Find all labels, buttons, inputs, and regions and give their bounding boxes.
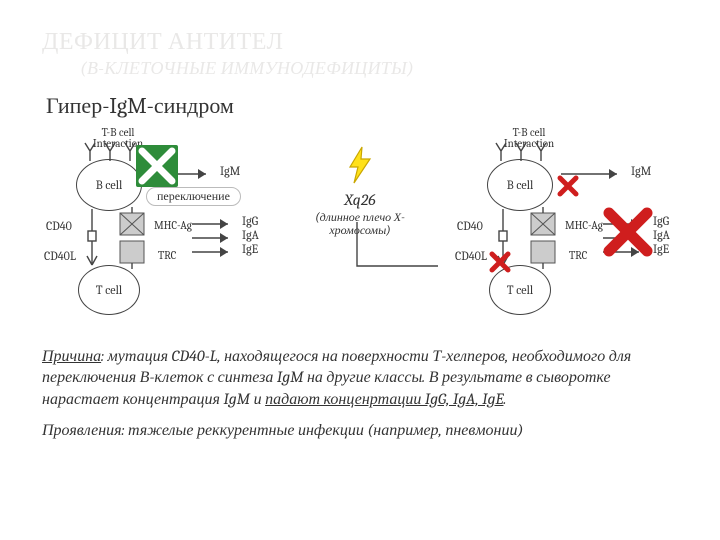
cd40l-label: CD40L bbox=[44, 249, 76, 263]
igm-label: IgM bbox=[220, 164, 240, 178]
mhc-label-r: MHC-Ag bbox=[565, 219, 603, 232]
switch-label: переключение bbox=[146, 187, 241, 206]
cd40-link-icon bbox=[82, 207, 102, 269]
trc-label-r: TRC bbox=[569, 249, 587, 262]
red-x-small-top bbox=[557, 175, 579, 197]
cause-underline: падают конценртации IgG, IgA, IgE bbox=[265, 390, 503, 408]
diagram-panel-normal: T-B cell Interaction B cell T cell bbox=[42, 127, 267, 332]
cause-tail: . bbox=[503, 390, 506, 408]
cd40l-label-r: CD40L bbox=[455, 249, 487, 263]
igg-label: IgG bbox=[242, 214, 258, 228]
tcell-label-r: T cell bbox=[507, 283, 533, 297]
igm-label-r: IgM bbox=[631, 164, 651, 178]
cause-paragraph: Причина: мутация CD40-L, находящегося на… bbox=[42, 346, 678, 411]
cause-label: Причина bbox=[42, 347, 101, 365]
ige-label-r: IgE bbox=[653, 242, 669, 256]
bcell-r: B cell bbox=[487, 159, 553, 211]
tcell: T cell bbox=[78, 265, 140, 315]
diagram-row: T-B cell Interaction B cell T cell bbox=[42, 127, 678, 332]
iga-label: IgA bbox=[242, 228, 259, 242]
manifest-text: : тяжелые реккурентные инфекции (наприме… bbox=[122, 421, 524, 439]
slide-title: ДЕФИЦИТ АНТИТЕЛ bbox=[42, 28, 678, 56]
bcell-receptors-icon-r bbox=[493, 139, 553, 163]
mhc-trc-icon-r bbox=[527, 207, 561, 269]
bcell-label: B cell bbox=[96, 178, 122, 192]
manifest-label: Проявления bbox=[42, 421, 122, 439]
center-column: Xq26 (длинное плечо Х-хромосомы) bbox=[290, 127, 430, 239]
section-heading: Гипер-IgM-синдром bbox=[46, 93, 678, 119]
bcell-receptors-icon bbox=[82, 139, 142, 163]
green-x-icon bbox=[134, 143, 180, 189]
ige-label: IgE bbox=[242, 242, 258, 256]
slide-subtitle: (В-КЛЕТОЧНЫЕ ИММУНОДЕФИЦИТЫ) bbox=[80, 58, 678, 79]
cd40-label-r: CD40 bbox=[457, 219, 483, 233]
mhc-label: MHC-Ag bbox=[154, 219, 192, 232]
tcell-label: T cell bbox=[96, 283, 122, 297]
trc-label: TRC bbox=[158, 249, 176, 262]
cd40-label: CD40 bbox=[46, 219, 72, 233]
diagram-panel-mutated: T-B cell Interaction B cell T cell CD40 bbox=[453, 127, 678, 332]
bcell: B cell bbox=[76, 159, 142, 211]
connector-line-icon bbox=[352, 222, 442, 282]
igg-label-r: IgG bbox=[653, 214, 669, 228]
iga-label-r: IgA bbox=[653, 228, 670, 242]
manifest-paragraph: Проявления: тяжелые реккурентные инфекци… bbox=[42, 420, 678, 442]
locus-label: Xq26 bbox=[290, 191, 430, 209]
red-x-big bbox=[603, 207, 653, 257]
red-x-small-cd40l bbox=[489, 251, 511, 273]
mhc-trc-icon bbox=[116, 207, 150, 269]
lightning-icon bbox=[344, 145, 376, 185]
bcell-label-r: B cell bbox=[507, 178, 533, 192]
arrow-igg-iga-ige bbox=[192, 217, 238, 259]
